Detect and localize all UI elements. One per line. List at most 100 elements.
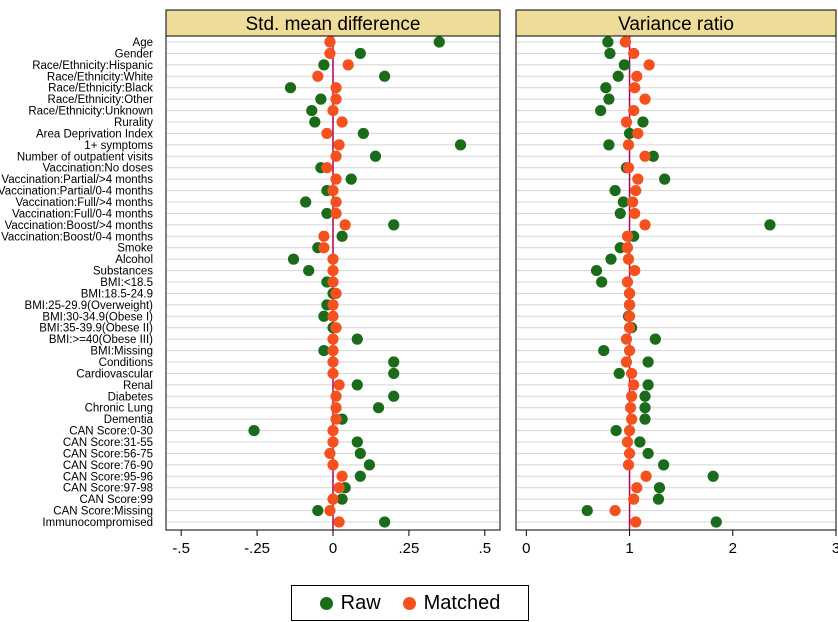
raw-point (388, 356, 400, 368)
matched-point (327, 253, 339, 265)
raw-point (354, 447, 366, 460)
matched-point (330, 287, 342, 300)
raw-point (312, 504, 324, 517)
y-tick-label: CAN Score:Missing (53, 506, 153, 518)
matched-point (626, 367, 638, 380)
matched-point (632, 127, 644, 140)
matched-point (626, 413, 638, 425)
matched-point (336, 116, 348, 128)
matched-point (327, 104, 339, 117)
matched-point (330, 93, 342, 105)
y-tick-label: CAN Score:99 (79, 494, 153, 506)
raw-point (388, 390, 400, 402)
y-tick-label: Race/Ethnicity:Hispanic (32, 60, 153, 72)
y-tick-label: Number of outpatient visits (17, 151, 153, 163)
y-tick-label: Alcohol (115, 254, 153, 266)
legend-raw-marker (319, 596, 333, 610)
raw-point (639, 413, 651, 425)
y-tick-label: Vaccination:Boost/>4 months (5, 220, 154, 232)
y-tick-label: Dementia (104, 414, 154, 426)
matched-point (327, 356, 339, 368)
raw-point (612, 70, 624, 82)
matched-point (327, 436, 339, 448)
raw-point (604, 47, 616, 60)
raw-point (647, 150, 659, 162)
matched-point (620, 356, 633, 368)
panel-title: Variance ratio (618, 14, 734, 35)
raw-point (433, 36, 445, 48)
matched-point (623, 310, 636, 322)
y-tick-label: Chronic Lung (85, 403, 153, 415)
raw-point (598, 344, 610, 357)
matched-point (622, 253, 635, 265)
matched-point (312, 70, 324, 82)
y-tick-label: Vaccination:Partial/0-4 months (0, 186, 153, 198)
matched-point (327, 459, 339, 471)
raw-point (454, 139, 467, 151)
y-tick-label: Race/Ethnicity:Black (48, 83, 153, 95)
x-tick-label: 2 (729, 540, 737, 557)
raw-point (351, 436, 363, 448)
x-tick-label: 0 (329, 540, 337, 557)
raw-point (710, 516, 722, 528)
y-tick-label: BMI:30-34.9(Obese I) (42, 311, 153, 323)
x-tick-label: 3 (832, 540, 838, 557)
y-tick-label: Conditions (99, 357, 154, 369)
matched-point (629, 82, 641, 94)
matched-point (609, 504, 621, 517)
y-tick-label: BMI:Missing (90, 346, 153, 358)
x-tick-label: -.5 (172, 540, 190, 557)
matched-point (640, 470, 652, 482)
raw-point (363, 459, 376, 471)
x-tick-label: .5 (479, 540, 492, 557)
raw-point (617, 196, 629, 208)
raw-point (642, 447, 654, 460)
y-tick-label: CAN Score:0-30 (69, 426, 153, 438)
panel-variance-ratio: Variance ratio 0 1 2 3 (515, 9, 838, 557)
raw-point (652, 493, 665, 505)
raw-point (379, 70, 391, 82)
y-tick-label: Renal (123, 380, 153, 392)
raw-point (609, 184, 621, 197)
raw-point (354, 470, 366, 482)
plot-area (515, 35, 837, 531)
raw-point (388, 367, 400, 380)
raw-point (303, 264, 315, 277)
matched-point (639, 93, 651, 105)
panel-title: Std. mean difference (246, 14, 421, 35)
y-tick-label: CAN Score:97-98 (63, 483, 153, 495)
matched-point (327, 333, 339, 345)
raw-point (605, 253, 617, 265)
y-tick-label: Rurality (114, 117, 153, 129)
legend-item-matched: Matched (402, 592, 500, 615)
y-tick-label: Cardiovascular (76, 368, 153, 380)
matched-point (333, 379, 345, 391)
matched-point (622, 459, 635, 471)
matched-point (639, 219, 651, 231)
matched-point (333, 516, 345, 528)
matched-point (620, 116, 633, 128)
raw-point (642, 356, 654, 368)
matched-point (330, 402, 342, 414)
matched-point (629, 207, 641, 220)
raw-point (309, 116, 321, 128)
raw-point (614, 207, 626, 220)
raw-point (603, 93, 615, 105)
matched-point (318, 230, 330, 242)
raw-point (372, 402, 385, 414)
matched-point (622, 139, 635, 151)
matched-point (321, 127, 333, 140)
matched-point (623, 424, 636, 437)
matched-point (623, 447, 636, 460)
matched-point (628, 379, 640, 391)
raw-point (653, 482, 666, 494)
matched-point (318, 242, 330, 254)
matched-point (632, 173, 644, 185)
raw-point (379, 516, 391, 528)
matched-point (621, 276, 634, 288)
raw-point (639, 402, 651, 414)
y-tick-label: Vaccination:Boost/0-4 months (1, 231, 153, 243)
raw-point (764, 219, 776, 231)
matched-point (330, 322, 342, 334)
